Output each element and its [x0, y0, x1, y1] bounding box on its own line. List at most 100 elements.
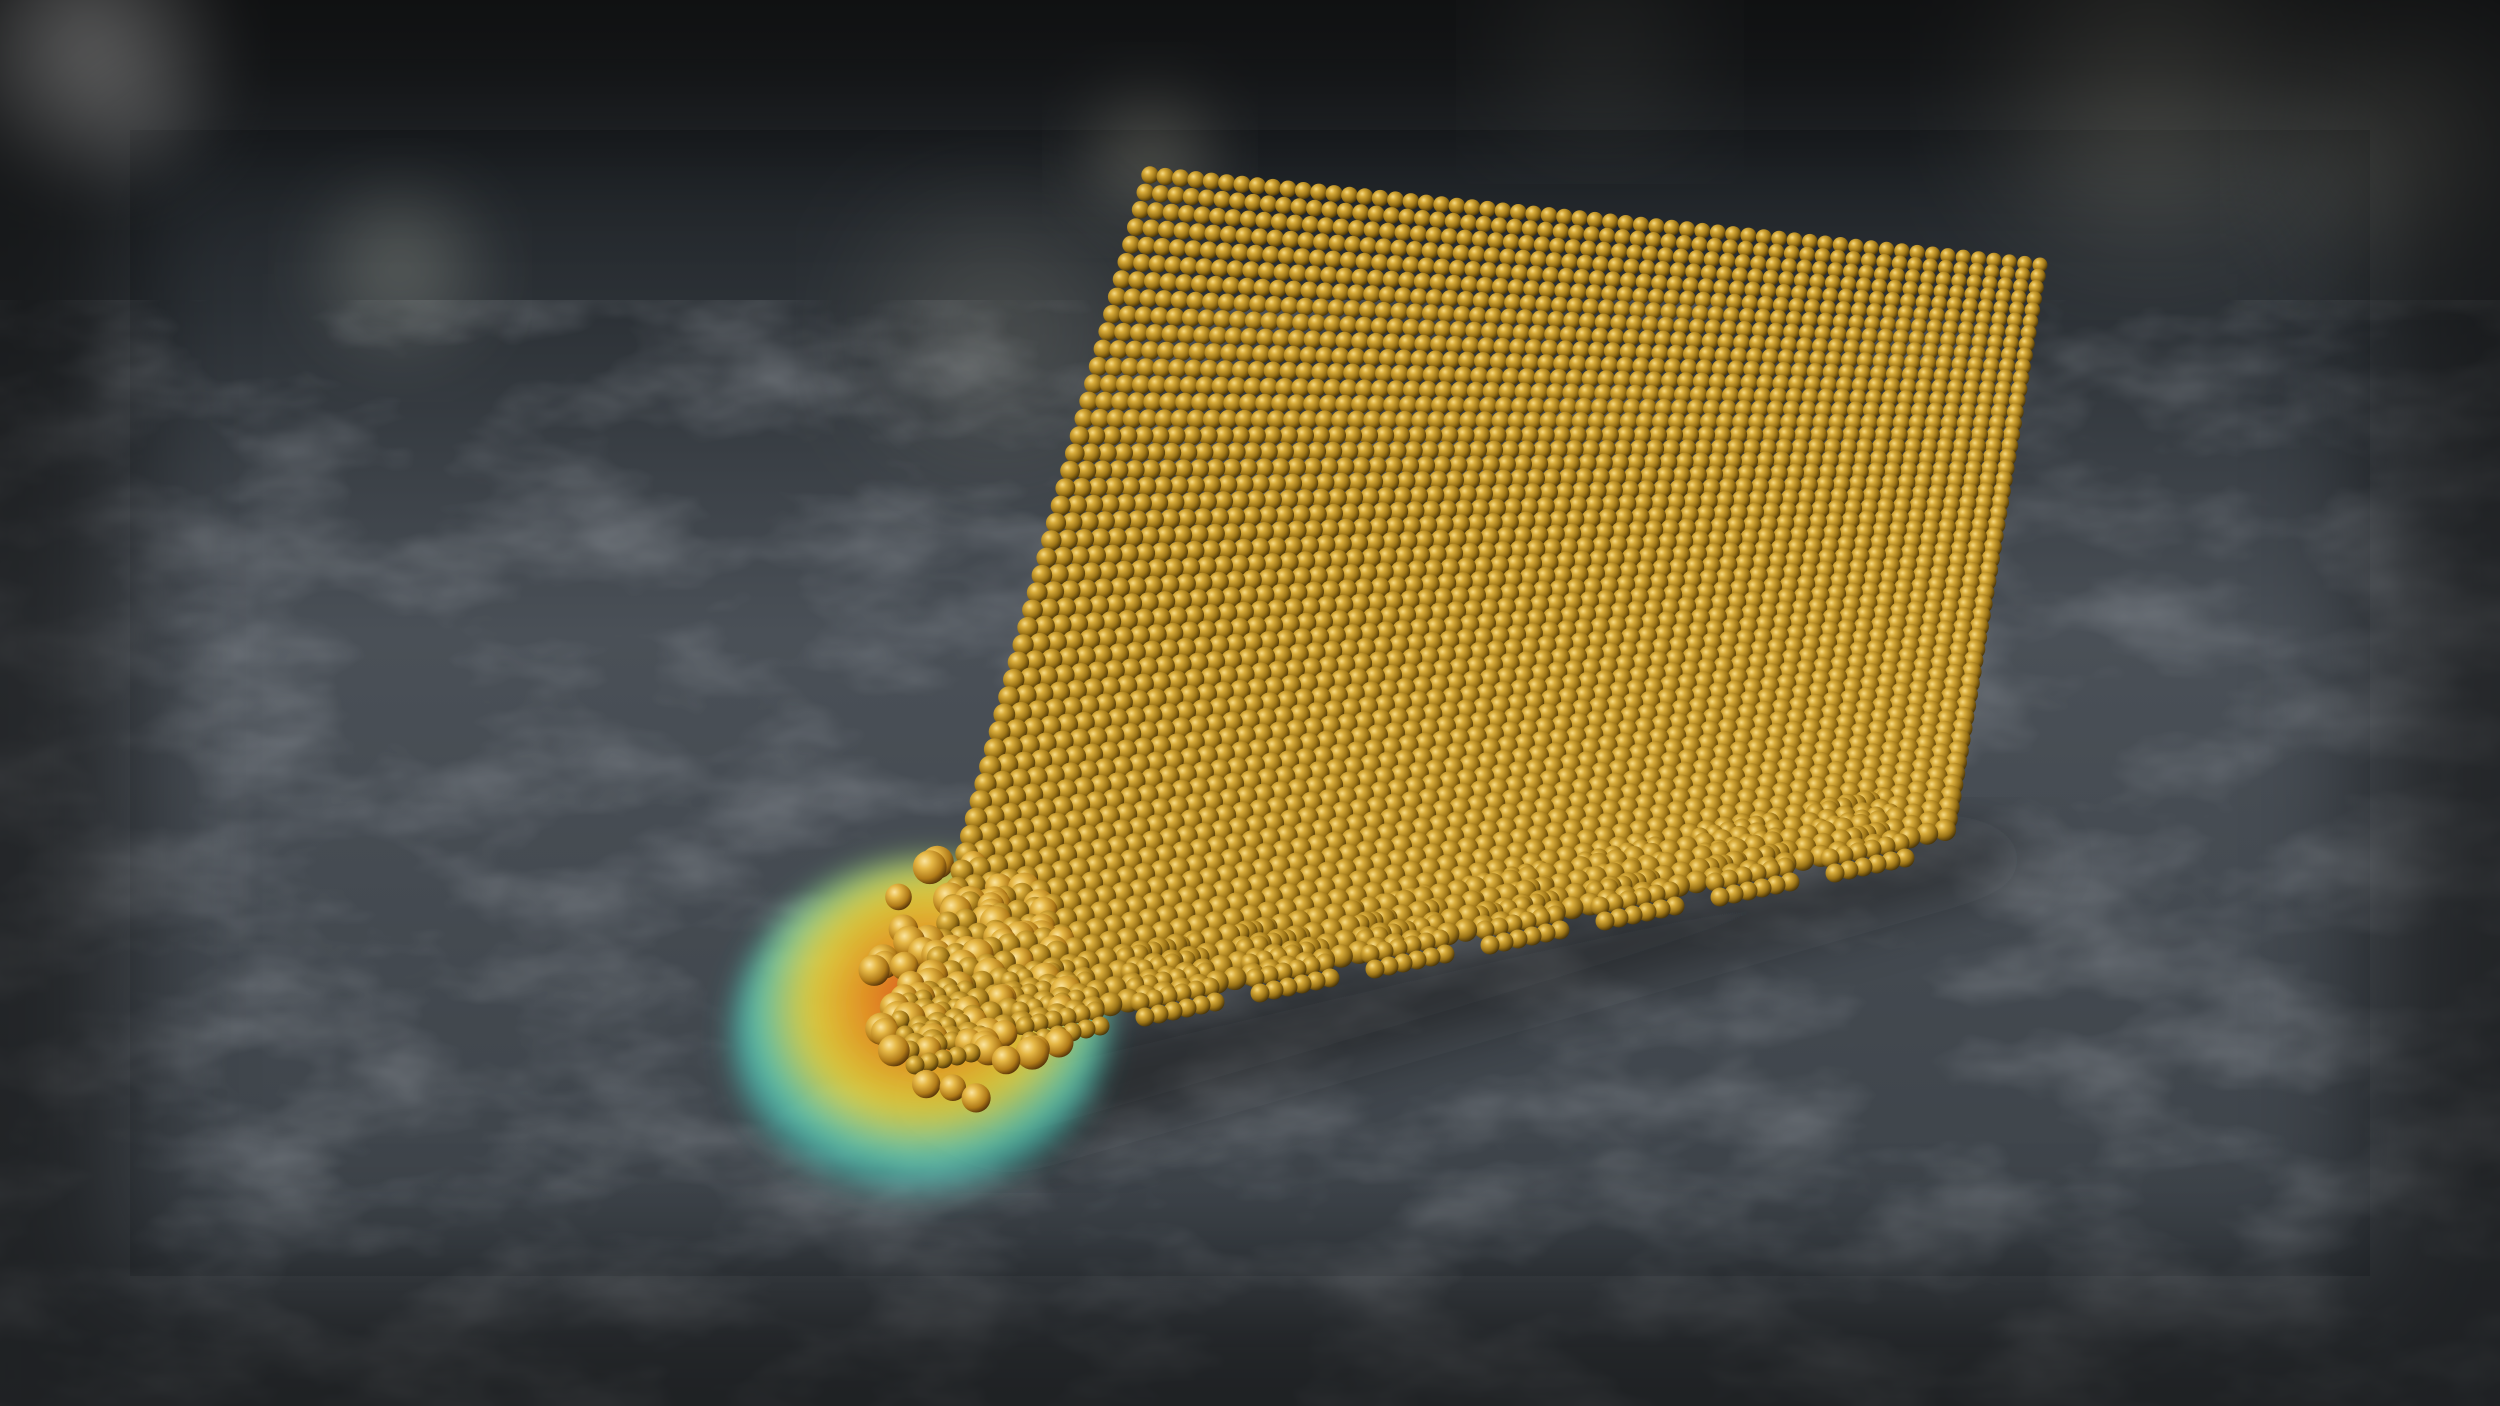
gold-atom: [1662, 439, 1681, 458]
gold-atom: [1359, 300, 1377, 319]
gold-atom: [1394, 349, 1413, 368]
gold-atom: [1543, 397, 1562, 416]
gold-atom: [1244, 193, 1262, 212]
gold-atom: [1258, 631, 1280, 652]
gold-atom: [1204, 651, 1226, 673]
gold-atom: [1064, 745, 1087, 768]
gold-atom: [1645, 302, 1662, 320]
gold-atom: [1175, 573, 1196, 594]
gold-atom: [1746, 347, 1764, 365]
gold-atom: [1737, 240, 1754, 257]
gold-atom: [1250, 410, 1270, 429]
gold-atom: [1143, 392, 1163, 412]
gold-atom: [1982, 275, 1998, 292]
gold-atom: [1359, 426, 1379, 445]
gold-atom: [1935, 271, 1952, 288]
gold-atom: [1452, 244, 1470, 262]
gold-atom: [1025, 766, 1048, 789]
gold-atom: [1864, 315, 1881, 332]
gold-atom: [1897, 305, 1914, 322]
gold-atom: [1701, 332, 1719, 350]
gold-atom: [1234, 409, 1254, 429]
gold-atom: [1062, 512, 1083, 533]
gold-atom: [1900, 293, 1916, 310]
gold-atom: [996, 753, 1019, 776]
gold-atom: [1568, 495, 1588, 515]
gold-atom: [1429, 211, 1447, 229]
gold-atom: [1434, 381, 1453, 400]
gold-atom: [1127, 753, 1150, 776]
gold-atom: [1282, 536, 1303, 557]
gold-atom: [1498, 382, 1517, 401]
gold-atom: [1295, 362, 1314, 381]
gold-atom: [1293, 248, 1311, 266]
gold-atom: [1582, 298, 1600, 316]
gold-atom: [1759, 361, 1777, 379]
gold-atom: [1464, 261, 1482, 278]
gold-atom: [1915, 294, 1932, 311]
gold-atom: [1146, 558, 1168, 580]
gold-atom: [1041, 530, 1062, 551]
gold-atom: [1204, 587, 1225, 609]
gold-atom: [1241, 506, 1262, 527]
gold-atom: [1504, 293, 1522, 311]
gold-atom: [1765, 256, 1782, 273]
gold-atom: [1672, 248, 1690, 265]
gold-atom: [1523, 280, 1541, 298]
gold-atom: [1048, 681, 1071, 703]
gold-atom: [1128, 271, 1147, 290]
gold-atom: [1278, 426, 1298, 446]
gold-atom: [1316, 282, 1334, 301]
gold-atom: [1428, 470, 1448, 490]
gold-atom: [1418, 380, 1438, 399]
gold-atom: [1783, 323, 1800, 341]
gold-atom: [1777, 349, 1795, 366]
gold-atom: [1149, 672, 1171, 694]
gold-atom: [1394, 287, 1412, 305]
gold-atom: [1031, 683, 1054, 705]
gold-atom: [1802, 233, 1818, 250]
gold-atom: [1460, 276, 1478, 294]
gold-atom: [1386, 255, 1404, 273]
gold-atom: [1466, 381, 1485, 400]
gold-atom: [1539, 411, 1558, 430]
gold-atom: [1237, 585, 1258, 607]
gold-atom: [1825, 863, 1845, 883]
gold-atom: [1136, 476, 1157, 497]
gold-atom: [1194, 442, 1214, 463]
gold-atom: [1502, 367, 1520, 386]
gold-atom: [1812, 260, 1828, 277]
gold-atom: [1094, 693, 1117, 715]
gold-atom: [1339, 441, 1359, 461]
gold-atom: [1095, 627, 1117, 649]
gold-atom: [1100, 374, 1119, 394]
gold-atom: [1222, 966, 1247, 991]
gold-atom: [1212, 681, 1234, 703]
gold-atom: [1290, 198, 1308, 216]
gold-atom: [1114, 322, 1133, 342]
gold-atom: [1648, 357, 1666, 376]
gold-atom: [1796, 259, 1813, 276]
gold-atom: [1353, 578, 1374, 599]
gold-atom: [1638, 259, 1656, 277]
gold-atom: [1762, 269, 1780, 286]
gold-atom: [1286, 520, 1307, 541]
gold-atom: [1878, 241, 1895, 258]
gold-atom: [1264, 296, 1283, 314]
gold-atom: [1020, 783, 1044, 806]
gold-atom: [1282, 473, 1303, 494]
gold-atom: [1585, 284, 1603, 302]
gold-atom: [1083, 612, 1105, 634]
gold-atom: [1262, 615, 1284, 636]
gold-atom: [1387, 380, 1406, 399]
gold-atom: [993, 703, 1016, 726]
gold-atom: [1328, 549, 1348, 570]
gold-atom: [1471, 230, 1489, 248]
gold-atom: [1078, 511, 1099, 532]
gold-atom: [1455, 426, 1475, 445]
gold-atom: [1530, 250, 1547, 268]
gold-atom: [1439, 558, 1460, 579]
gold-atom: [1946, 296, 1963, 313]
gold-atom: [1414, 530, 1434, 551]
gold-atom: [1371, 441, 1391, 461]
